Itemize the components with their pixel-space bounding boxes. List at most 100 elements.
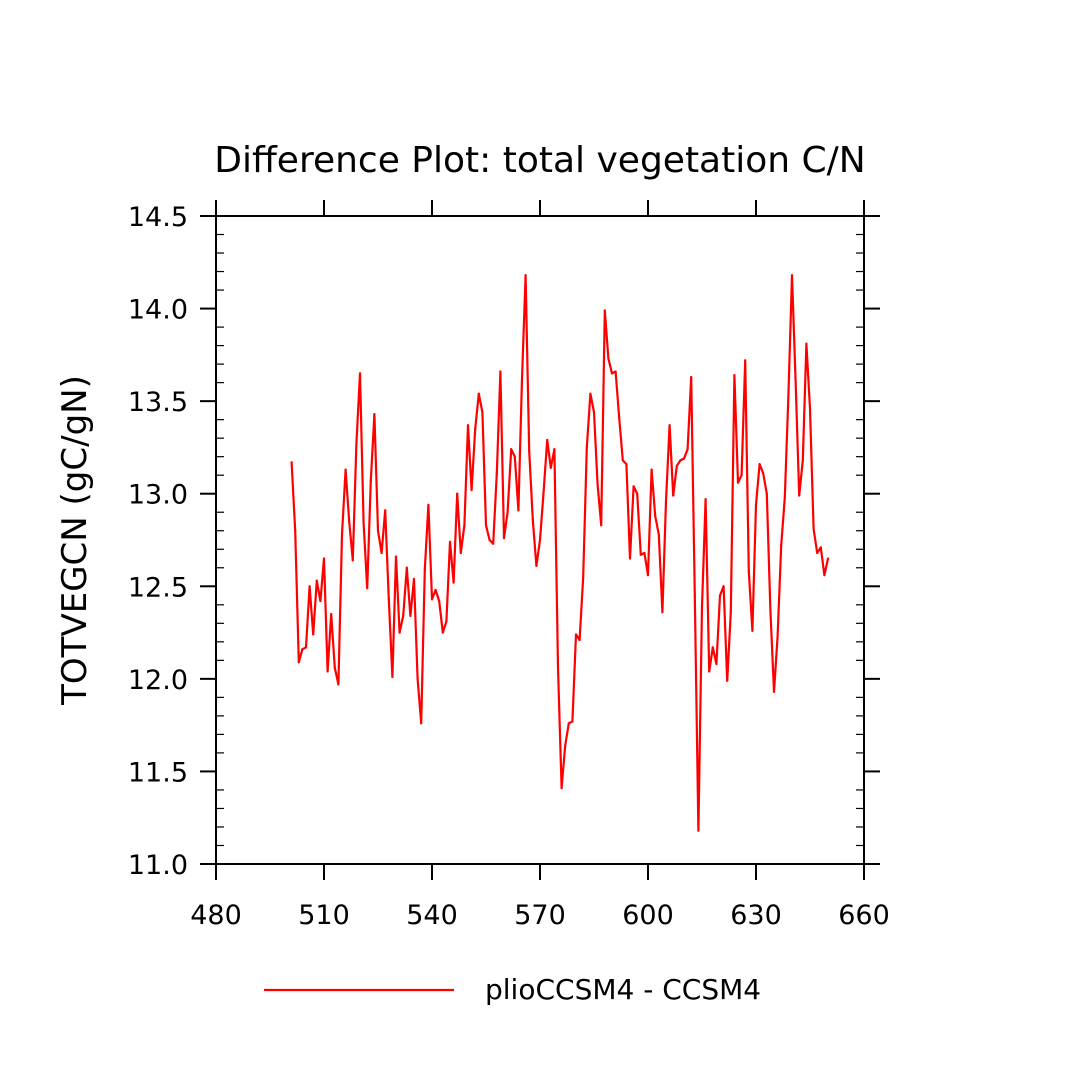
data-point: [607, 357, 610, 360]
data-point: [520, 377, 524, 381]
data-point: [294, 529, 297, 532]
data-point: [643, 551, 646, 555]
data-point: [438, 600, 441, 603]
series-line: [290, 274, 830, 832]
x-tick-label: 660: [838, 900, 890, 931]
data-point: [322, 557, 326, 560]
data-point: [668, 424, 671, 427]
data-point: [315, 579, 318, 582]
data-point: [556, 666, 560, 669]
data-point: [646, 574, 650, 577]
data-point: [538, 538, 542, 542]
plot-frame: [215, 215, 865, 865]
axis-ticks: [200, 200, 880, 880]
data-point: [578, 638, 581, 642]
data-point: [722, 585, 725, 588]
data-point: [740, 474, 743, 477]
data-point: [495, 472, 498, 475]
data-point: [358, 372, 362, 375]
data-point: [430, 598, 434, 601]
data-point: [456, 492, 459, 495]
data-point: [636, 492, 639, 495]
data-point: [373, 413, 376, 416]
data-point: [589, 392, 592, 395]
data-point: [798, 494, 801, 497]
data-point: [682, 457, 686, 460]
data-point: [762, 472, 765, 475]
data-point: [718, 594, 722, 597]
data-point: [416, 677, 419, 680]
data-point: [452, 581, 455, 584]
data-point: [448, 540, 452, 543]
data-point: [657, 533, 660, 536]
data-point: [574, 633, 578, 636]
data-point: [560, 786, 563, 790]
data-point: [528, 450, 531, 453]
data-point: [632, 485, 635, 488]
legend: plioCCSM4 - CCSM4: [264, 973, 761, 1006]
data-point: [744, 359, 747, 362]
data-point: [711, 646, 714, 649]
data-point: [600, 524, 603, 527]
data-point: [783, 496, 786, 499]
data-point: [427, 503, 430, 506]
data-point: [664, 500, 668, 503]
data-point: [592, 411, 596, 414]
data-point: [614, 370, 617, 373]
data-point: [708, 670, 711, 673]
data-point: [654, 514, 657, 518]
data-point: [290, 461, 293, 464]
data-point: [488, 538, 491, 542]
data-point: [686, 448, 689, 451]
data-point: [805, 342, 808, 345]
data-point: [747, 570, 750, 573]
data-point: [772, 690, 776, 693]
data-point: [420, 722, 423, 725]
data-point: [333, 666, 336, 669]
y-tick-label: 11.0: [128, 850, 188, 881]
data-point: [319, 600, 322, 603]
data-point: [769, 609, 772, 612]
data-point: [481, 411, 484, 414]
data-point: [603, 309, 606, 312]
y-tick-label: 11.5: [128, 757, 188, 788]
data-point: [535, 564, 538, 568]
data-point: [312, 633, 315, 636]
data-point: [412, 577, 416, 580]
data-point: [672, 494, 675, 497]
data-point: [326, 670, 329, 673]
data-point: [337, 683, 340, 686]
data-point: [582, 575, 585, 579]
data-point: [571, 720, 574, 723]
legend-label: plioCCSM4 - CCSM4: [485, 973, 761, 1006]
data-point: [596, 483, 599, 486]
data-point: [621, 459, 624, 462]
data-point: [765, 492, 768, 495]
data-point: [466, 424, 470, 427]
y-tick-label: 14.0: [128, 295, 188, 326]
data-point: [474, 427, 477, 431]
data-point: [510, 448, 513, 451]
series-group: [290, 274, 830, 832]
data-point: [441, 631, 444, 634]
axis-tick-labels: 480 510 540 570 600 630 660 11.0 11.5 12.0 12.5 13.…: [128, 202, 890, 931]
data-point: [704, 498, 707, 501]
x-tick-label: 570: [514, 900, 566, 931]
data-point: [751, 629, 754, 632]
data-point: [355, 442, 358, 445]
data-point: [618, 416, 621, 419]
x-tick-label: 540: [406, 900, 458, 931]
data-point: [819, 546, 822, 549]
data-point: [369, 479, 372, 482]
data-point: [758, 462, 761, 466]
data-point: [787, 394, 790, 397]
data-point: [297, 661, 300, 664]
data-point: [445, 620, 448, 623]
data-point: [524, 274, 527, 277]
data-point: [628, 557, 632, 560]
y-axis-label: TOTVEGCN (gC/gN): [55, 375, 95, 706]
data-point: [376, 529, 380, 532]
data-point: [567, 722, 570, 725]
data-point: [502, 537, 506, 540]
